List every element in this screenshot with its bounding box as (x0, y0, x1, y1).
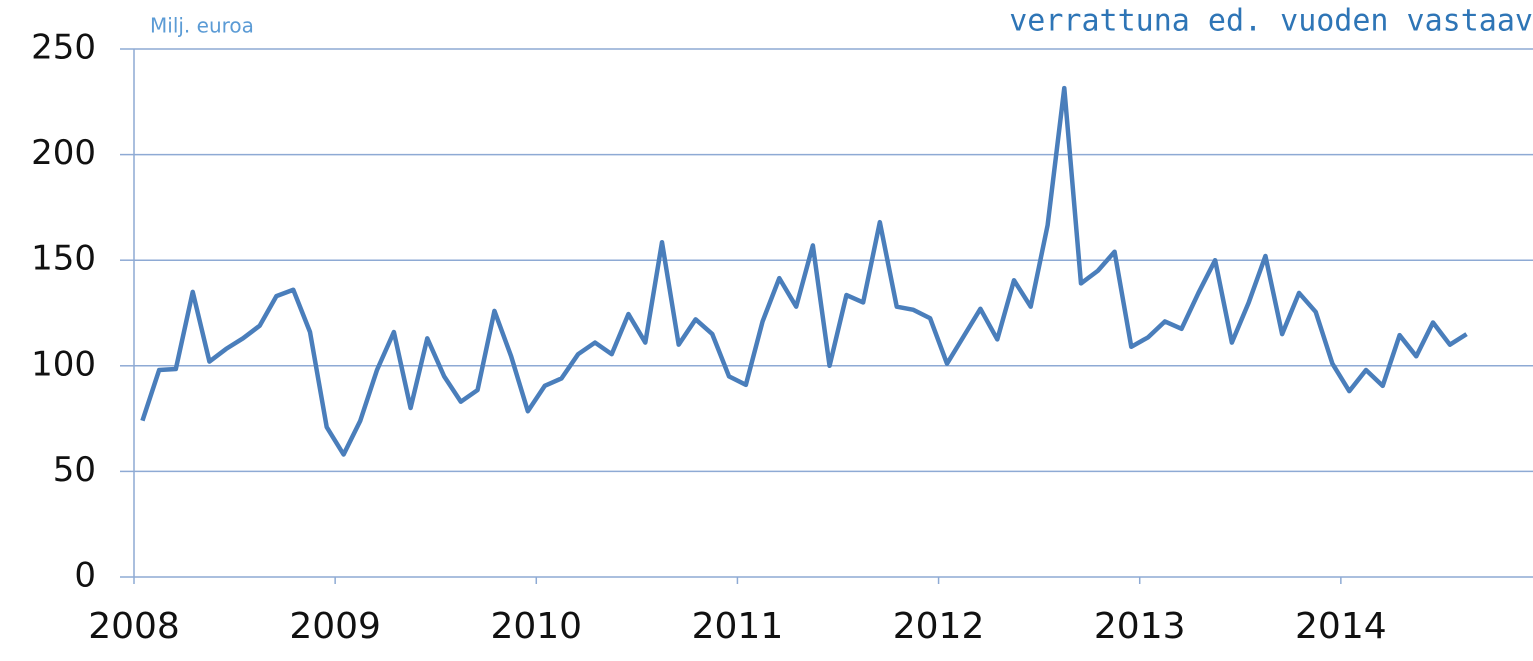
x-tick-label: 2008 (88, 606, 180, 647)
x-tick-label: 2010 (490, 606, 582, 647)
x-tick-label: 2011 (692, 606, 784, 647)
y-axis-label: Milj. euroa (150, 14, 254, 38)
y-tick-label: 100 (31, 344, 96, 384)
y-tick-label: 250 (31, 28, 96, 68)
x-tick-label: 2009 (289, 606, 381, 647)
data-line (140, 85, 1468, 457)
x-tick-label: 2014 (1295, 606, 1387, 647)
chart-title: verrattuna ed. vuoden vastaav (1009, 4, 1533, 39)
y-tick-label: 0 (74, 556, 96, 596)
y-tick-label: 50 (53, 450, 96, 490)
x-tick-label: 2012 (893, 606, 985, 647)
x-tick-label: 2013 (1094, 606, 1186, 647)
y-tick-label: 200 (31, 133, 96, 173)
y-tick-label: 150 (31, 239, 96, 279)
